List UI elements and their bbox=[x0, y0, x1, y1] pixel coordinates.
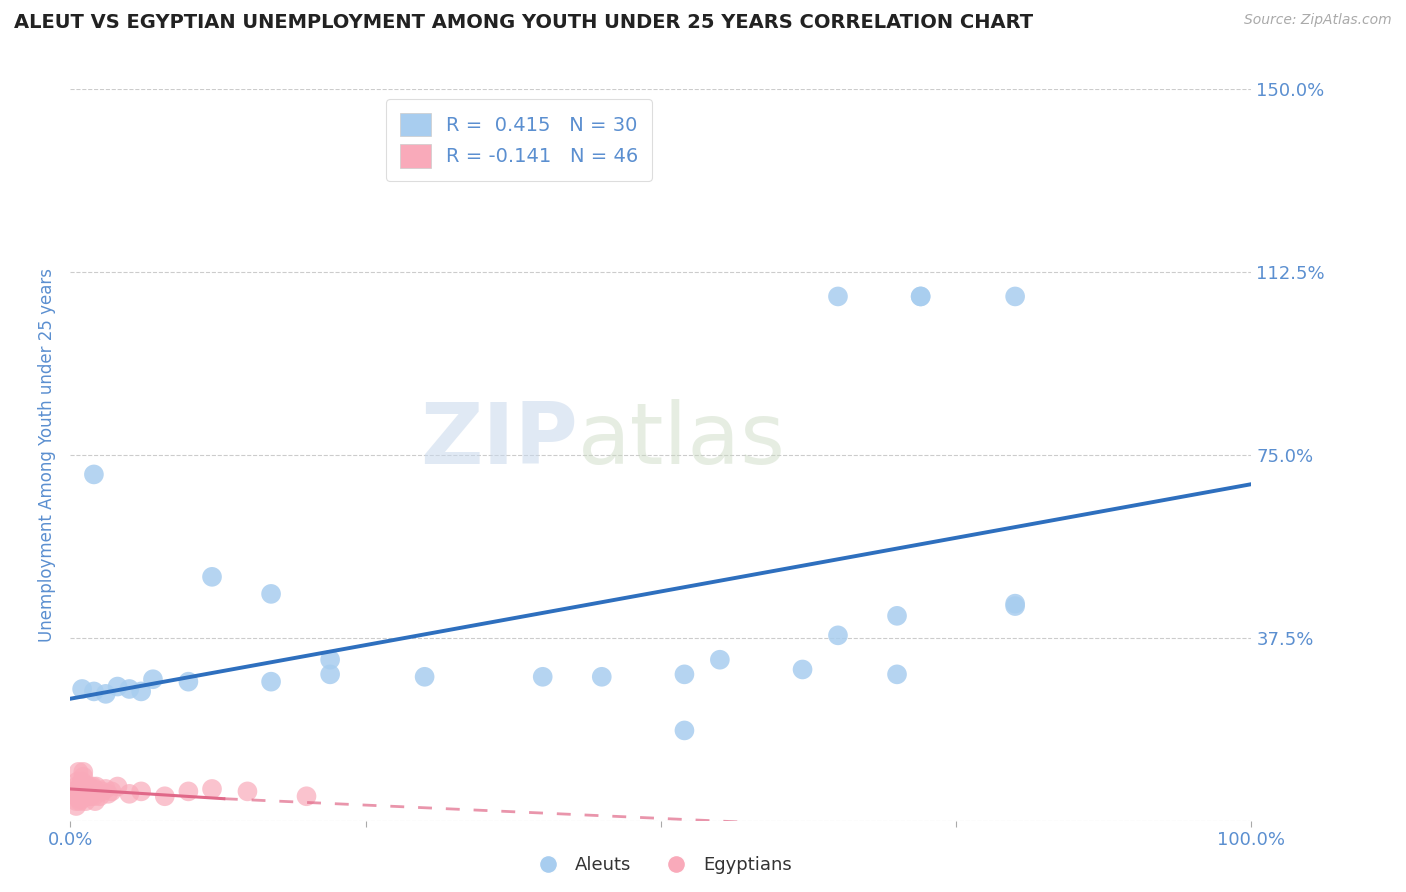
Point bbox=[75, 781, 97, 796]
Point bbox=[65, 780, 87, 794]
Point bbox=[827, 289, 849, 303]
Point bbox=[91, 784, 114, 798]
Point bbox=[65, 799, 87, 814]
Point bbox=[142, 672, 165, 686]
Point bbox=[827, 628, 849, 642]
Point bbox=[77, 784, 100, 798]
Point bbox=[295, 789, 318, 804]
Point bbox=[94, 781, 117, 796]
Point bbox=[319, 653, 342, 667]
Point bbox=[63, 784, 86, 798]
Point bbox=[94, 687, 117, 701]
Point bbox=[1004, 289, 1026, 303]
Point bbox=[118, 681, 141, 696]
Point bbox=[84, 794, 107, 808]
Point bbox=[673, 667, 696, 681]
Point bbox=[84, 780, 107, 794]
Point bbox=[77, 780, 100, 794]
Point bbox=[177, 784, 200, 798]
Point bbox=[129, 684, 152, 698]
Text: Source: ZipAtlas.com: Source: ZipAtlas.com bbox=[1244, 13, 1392, 28]
Point bbox=[70, 791, 93, 805]
Point bbox=[792, 663, 814, 677]
Point bbox=[201, 781, 224, 796]
Point bbox=[66, 774, 89, 789]
Point bbox=[531, 670, 554, 684]
Point bbox=[69, 794, 91, 808]
Point bbox=[591, 670, 613, 684]
Point bbox=[83, 684, 105, 698]
Point bbox=[886, 608, 908, 623]
Point bbox=[73, 784, 96, 798]
Point bbox=[65, 794, 87, 808]
Point bbox=[83, 789, 105, 804]
Point bbox=[76, 780, 98, 794]
Point bbox=[72, 770, 94, 784]
Point bbox=[100, 784, 122, 798]
Point bbox=[886, 667, 908, 681]
Point bbox=[319, 667, 342, 681]
Point bbox=[70, 681, 93, 696]
Point bbox=[236, 784, 259, 798]
Point bbox=[413, 670, 436, 684]
Point bbox=[107, 680, 129, 694]
Point bbox=[63, 787, 86, 801]
Text: ZIP: ZIP bbox=[420, 399, 578, 482]
Point bbox=[72, 764, 94, 779]
Point bbox=[89, 789, 111, 804]
Text: atlas: atlas bbox=[578, 399, 786, 482]
Point bbox=[70, 781, 93, 796]
Point bbox=[177, 674, 200, 689]
Point bbox=[201, 570, 224, 584]
Point bbox=[69, 787, 91, 801]
Point bbox=[82, 780, 104, 794]
Point bbox=[73, 789, 96, 804]
Point bbox=[77, 789, 100, 804]
Point bbox=[80, 784, 103, 798]
Y-axis label: Unemployment Among Youth under 25 years: Unemployment Among Youth under 25 years bbox=[38, 268, 56, 642]
Point bbox=[260, 587, 283, 601]
Point bbox=[153, 789, 176, 804]
Legend: Aleuts, Egyptians: Aleuts, Egyptians bbox=[523, 848, 799, 881]
Point bbox=[83, 781, 105, 796]
Point bbox=[910, 289, 932, 303]
Point bbox=[118, 787, 141, 801]
Point bbox=[83, 467, 105, 482]
Text: ALEUT VS EGYPTIAN UNEMPLOYMENT AMONG YOUTH UNDER 25 YEARS CORRELATION CHART: ALEUT VS EGYPTIAN UNEMPLOYMENT AMONG YOU… bbox=[14, 13, 1033, 32]
Point bbox=[1004, 597, 1026, 611]
Point bbox=[260, 674, 283, 689]
Point bbox=[129, 784, 152, 798]
Point bbox=[709, 653, 731, 667]
Point bbox=[673, 723, 696, 738]
Point bbox=[1004, 599, 1026, 613]
Point bbox=[70, 787, 93, 801]
Point bbox=[79, 789, 101, 804]
Point bbox=[67, 791, 90, 805]
Point bbox=[910, 289, 932, 303]
Point bbox=[70, 777, 93, 791]
Point bbox=[66, 789, 89, 804]
Point bbox=[75, 794, 97, 808]
Point bbox=[70, 774, 93, 789]
Point bbox=[107, 780, 129, 794]
Point bbox=[67, 764, 90, 779]
Point bbox=[97, 787, 120, 801]
